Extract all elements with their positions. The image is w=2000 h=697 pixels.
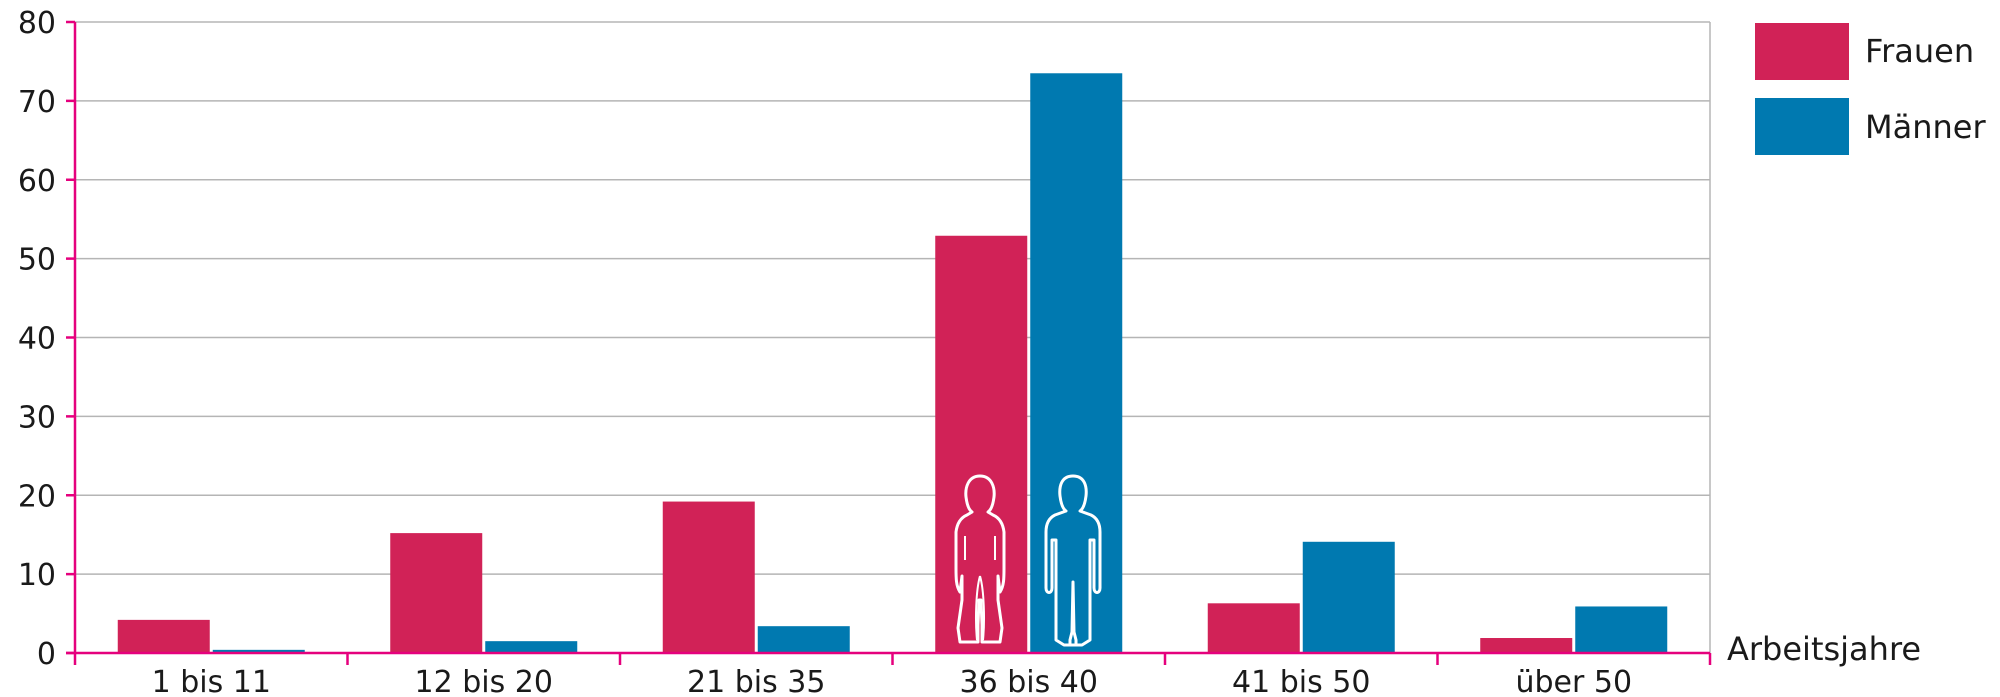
legend-swatch-maenner [1755, 98, 1849, 155]
y-tick-label-40: 40 [18, 322, 56, 357]
y-tick-label-80: 80 [18, 6, 56, 41]
bar-maenner-1 [485, 641, 578, 653]
y-tick-label-60: 60 [18, 164, 56, 199]
x-tick-label-1: 12 bis 20 [415, 665, 553, 697]
bar-maenner-4 [1302, 541, 1395, 653]
x-tick-label-0: 1 bis 11 [152, 665, 271, 697]
bar-maenner-2 [757, 626, 850, 653]
y-tick-label-10: 10 [18, 558, 56, 593]
y-tick-label-20: 20 [18, 479, 56, 514]
bar-maenner-3 [1030, 73, 1123, 654]
woman-silhouette-icon [954, 474, 1006, 644]
legend-label-maenner: Männer [1865, 108, 1986, 146]
legend-swatch-frauen [1755, 23, 1849, 80]
x-tick-label-5: über 50 [1515, 665, 1632, 697]
bar-maenner-0 [212, 649, 305, 653]
bar-frauen-1 [390, 533, 483, 653]
bar-frauen-2 [662, 501, 755, 653]
y-tick-label-0: 0 [37, 637, 56, 672]
x-tick-label-4: 41 bis 50 [1232, 665, 1370, 697]
tick-labels: 0 10 20 30 40 50 60 70 80 1 bis 11 12 bis 20 21 bis… [18, 6, 1632, 697]
bar-frauen-3 [935, 235, 1028, 653]
y-tick-label-50: 50 [18, 243, 56, 278]
bar-maenner-5 [1575, 606, 1668, 653]
y-tick-label-30: 30 [18, 400, 56, 435]
x-tick-label-2: 21 bis 35 [687, 665, 825, 697]
bar-frauen-5 [1480, 638, 1573, 653]
grid-lines [75, 21, 1711, 653]
legend-label-frauen: Frauen [1865, 32, 1974, 70]
x-tick-label-3: 36 bis 40 [960, 665, 1098, 697]
bars [117, 73, 1668, 654]
man-silhouette-icon [1044, 474, 1102, 647]
legend: Frauen Männer [1755, 23, 1986, 155]
y-tick-label-70: 70 [18, 85, 56, 120]
axes [66, 20, 1712, 665]
woman-silhouette-inner-icon [964, 536, 996, 641]
bar-frauen-0 [117, 619, 210, 653]
figure-icons [954, 474, 1102, 647]
x-axis-title: Arbeitsjahre [1727, 630, 1921, 668]
bar-frauen-4 [1207, 603, 1300, 653]
